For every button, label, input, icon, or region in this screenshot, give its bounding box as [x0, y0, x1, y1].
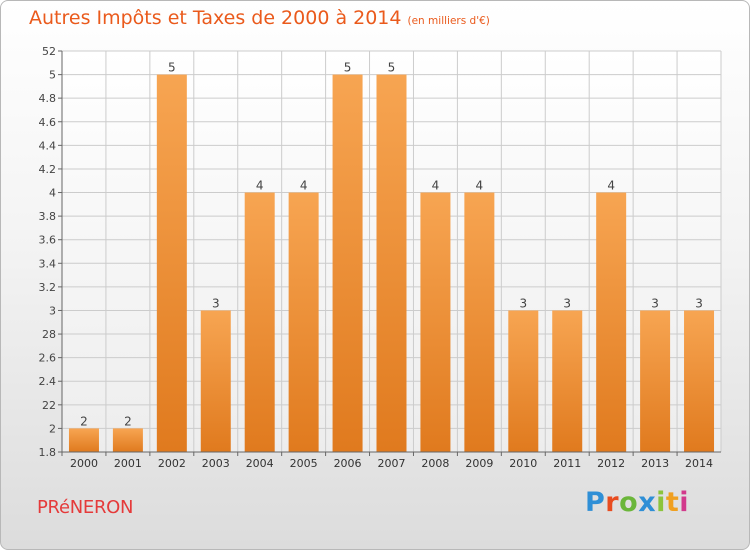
bar: [420, 192, 451, 452]
bar: [200, 310, 231, 452]
x-tick-label: 2005: [290, 457, 318, 470]
bar-value-label: 4: [432, 179, 440, 193]
y-tick-label: 4.8: [39, 92, 57, 105]
y-tick-label: 28: [42, 328, 56, 341]
bar-value-label: 3: [651, 296, 659, 310]
y-tick-label: 4: [49, 187, 56, 200]
bars: 2 2 5 3 4 4 5 5 4 4 3 3 4 3 3: [68, 61, 715, 453]
x-tick-label: 2002: [158, 457, 186, 470]
y-tick-label: 3.2: [39, 281, 57, 294]
y-tick-label: 3.6: [39, 234, 57, 247]
bar-value-label: 4: [607, 179, 615, 193]
x-tick-label: 2011: [553, 457, 581, 470]
bar-value-label: 3: [695, 296, 703, 310]
chart-subtitle: (en milliers d'€): [407, 15, 490, 27]
y-tick-label: 3.4: [39, 257, 57, 270]
proxiti-logo: Proxiti: [585, 487, 689, 518]
x-tick-label: 2014: [685, 457, 713, 470]
x-tick-label: 2000: [70, 457, 98, 470]
logo-letter: r: [605, 487, 620, 518]
logo-letter: t: [665, 487, 680, 518]
y-tick-label: 22: [42, 399, 56, 412]
bar-value-label: 2: [124, 414, 132, 428]
logo-letter: x: [638, 487, 657, 518]
bar-value-label: 3: [212, 296, 220, 310]
logo-letter: P: [585, 487, 606, 518]
bar: [508, 310, 539, 452]
x-tick-label: 2003: [202, 457, 230, 470]
chart-title-block: Autres Impôts et Taxes de 2000 à 2014 (en…: [29, 7, 490, 29]
bar-value-label: 4: [256, 179, 264, 193]
bar: [244, 192, 275, 452]
y-tick-label: 4.4: [39, 139, 57, 152]
commune-name: PRéNERON: [37, 497, 134, 518]
axes: 1.82222.42.62833.23.43.63.844.24.44.64.8…: [39, 45, 721, 470]
bar-value-label: 5: [168, 61, 176, 75]
bar: [596, 192, 627, 452]
bar: [288, 192, 319, 452]
bar: [112, 428, 143, 452]
x-tick-label: 2001: [114, 457, 142, 470]
y-tick-label: 2.4: [39, 375, 57, 388]
y-tick-label: 4.2: [39, 163, 57, 176]
y-tick-label: 3: [49, 304, 56, 317]
bar: [552, 310, 583, 452]
y-tick-label: 4.6: [39, 116, 57, 129]
x-tick-label: 2013: [641, 457, 669, 470]
bar-value-label: 4: [300, 179, 308, 193]
bar-value-label: 3: [519, 296, 527, 310]
bar-value-label: 4: [476, 179, 484, 193]
x-tick-label: 2008: [421, 457, 449, 470]
logo-letter: o: [619, 487, 639, 518]
x-tick-label: 2010: [509, 457, 537, 470]
bar: [156, 74, 187, 453]
logo-letter: i: [656, 487, 666, 518]
y-tick-label: 2.6: [39, 352, 57, 365]
x-tick-label: 2006: [334, 457, 362, 470]
y-tick-label: 2: [49, 422, 56, 435]
bar: [332, 74, 363, 453]
chart-title: Autres Impôts et Taxes de 2000 à 2014: [29, 7, 402, 29]
bar-value-label: 3: [563, 296, 571, 310]
bar: [376, 74, 407, 453]
x-tick-label: 2007: [378, 457, 406, 470]
x-tick-label: 2009: [465, 457, 493, 470]
bar-value-label: 5: [344, 61, 352, 75]
y-tick-label: 52: [42, 45, 56, 58]
bar: [684, 310, 715, 452]
y-tick-label: 3.8: [39, 210, 57, 223]
x-tick-label: 2012: [597, 457, 625, 470]
bar-value-label: 5: [388, 61, 396, 75]
y-tick-label: 5: [49, 69, 56, 82]
bar-value-label: 2: [80, 414, 88, 428]
bar: [464, 192, 495, 452]
x-tick-label: 2004: [246, 457, 274, 470]
y-tick-label: 1.8: [39, 446, 57, 459]
logo-letter: i: [679, 487, 690, 518]
bar: [640, 310, 671, 452]
bar: [68, 428, 99, 452]
